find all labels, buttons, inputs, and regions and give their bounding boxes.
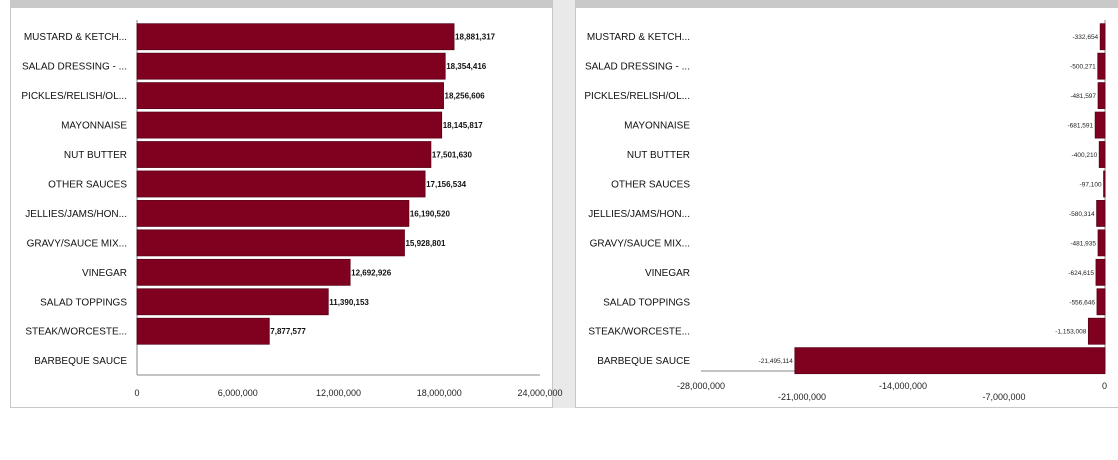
right-tick-label: 0 bbox=[1102, 381, 1107, 391]
left-bar bbox=[136, 258, 351, 286]
right-category-label: BARBEQUE SAUCE bbox=[597, 356, 690, 367]
left-tick-label: 24,000,000 bbox=[517, 388, 562, 398]
right-data-label: -400,210 bbox=[1072, 152, 1098, 159]
right-data-label: -500,271 bbox=[1070, 64, 1096, 71]
left-category-label: NUT BUTTER bbox=[64, 150, 127, 161]
left-bar bbox=[136, 141, 432, 168]
left-bar bbox=[136, 52, 446, 80]
panel-gutter bbox=[553, 0, 575, 408]
left-category-label: GRAVY/SAUCE MIX... bbox=[27, 238, 127, 249]
left-data-label: 17,501,630 bbox=[432, 151, 473, 160]
left-data-label: 12,692,926 bbox=[351, 268, 392, 277]
right-bar bbox=[1098, 141, 1106, 168]
left-bar bbox=[136, 317, 270, 345]
right-category-label: NUT BUTTER bbox=[627, 150, 690, 161]
right-data-label: -481,935 bbox=[1070, 240, 1096, 247]
right-bar bbox=[1097, 52, 1106, 80]
left-bar bbox=[136, 170, 426, 198]
left-data-label: 17,156,534 bbox=[426, 180, 467, 189]
right-category-label: MAYONNAISE bbox=[624, 121, 690, 132]
left-data-label: 18,145,817 bbox=[443, 121, 484, 130]
left-bar bbox=[136, 229, 405, 257]
right-bar bbox=[1103, 170, 1106, 198]
right-bar bbox=[1095, 258, 1106, 286]
right-category-label: JELLIES/JAMS/HON... bbox=[588, 209, 690, 220]
left-category-label: PICKLES/RELISH/OL... bbox=[21, 91, 127, 102]
right-tick-label: -14,000,000 bbox=[879, 381, 927, 391]
left-category-label: JELLIES/JAMS/HON... bbox=[25, 209, 127, 220]
left-panel-header bbox=[11, 1, 552, 8]
left-data-label: 11,390,153 bbox=[329, 298, 369, 307]
left-data-label: 16,190,520 bbox=[410, 209, 451, 218]
left-data-label: 18,881,317 bbox=[455, 33, 496, 42]
right-tick-label: -7,000,000 bbox=[982, 392, 1025, 402]
left-tick-label: 6,000,000 bbox=[218, 388, 258, 398]
right-bar bbox=[794, 347, 1106, 375]
right-category-label: OTHER SAUCES bbox=[611, 179, 690, 190]
left-tick-label: 0 bbox=[134, 388, 139, 398]
right-bar bbox=[1094, 111, 1106, 139]
left-category-label: VINEGAR bbox=[82, 268, 127, 279]
left-category-label: STEAK/WORCESTE... bbox=[25, 327, 127, 338]
right-chart-panel bbox=[575, 0, 1118, 408]
right-category-label: GRAVY/SAUCE MIX... bbox=[590, 238, 690, 249]
right-data-label: -97,100 bbox=[1080, 181, 1102, 188]
left-data-label: 18,354,416 bbox=[446, 62, 487, 71]
right-data-label: -624,615 bbox=[1068, 270, 1094, 277]
left-bar bbox=[136, 288, 329, 316]
left-category-label: SALAD DRESSING - ... bbox=[22, 62, 127, 73]
left-data-label: 15,928,801 bbox=[405, 239, 446, 248]
right-category-label: PICKLES/RELISH/OL... bbox=[584, 91, 690, 102]
left-category-label: MAYONNAISE bbox=[61, 121, 127, 132]
right-category-label: VINEGAR bbox=[645, 268, 690, 279]
right-data-label: -21,495,114 bbox=[759, 358, 794, 365]
left-bar bbox=[136, 23, 455, 51]
left-bar bbox=[136, 111, 443, 139]
right-bar bbox=[1097, 82, 1106, 110]
right-tick-label: -21,000,000 bbox=[778, 392, 826, 402]
left-data-label: 18,256,606 bbox=[445, 92, 486, 101]
right-category-label: SALAD TOPPINGS bbox=[603, 297, 690, 308]
right-bar bbox=[1096, 288, 1106, 316]
right-data-label: -556,646 bbox=[1069, 299, 1095, 306]
left-category-label: BARBEQUE SAUCE bbox=[34, 356, 127, 367]
right-data-label: -681,591 bbox=[1067, 123, 1093, 130]
right-bar bbox=[1097, 229, 1106, 257]
right-bar bbox=[1096, 200, 1106, 227]
left-tick-label: 12,000,000 bbox=[316, 388, 361, 398]
right-bar bbox=[1087, 317, 1106, 345]
right-data-label: -481,597 bbox=[1070, 93, 1096, 100]
right-category-label: SALAD DRESSING - ... bbox=[585, 62, 690, 73]
left-category-label: OTHER SAUCES bbox=[48, 179, 127, 190]
right-data-label: -332,654 bbox=[1073, 34, 1099, 41]
right-category-label: MUSTARD & KETCH... bbox=[587, 32, 690, 43]
right-data-label: -1,153,008 bbox=[1055, 329, 1086, 336]
left-bar bbox=[136, 82, 444, 110]
right-data-label: -580,314 bbox=[1069, 211, 1095, 218]
left-tick-label: 18,000,000 bbox=[417, 388, 462, 398]
left-data-label: 7,877,577 bbox=[270, 327, 306, 336]
right-tick-label: -28,000,000 bbox=[677, 381, 725, 391]
left-bar bbox=[136, 200, 410, 227]
left-category-label: MUSTARD & KETCH... bbox=[24, 32, 127, 43]
left-category-label: SALAD TOPPINGS bbox=[40, 297, 127, 308]
right-bar bbox=[1099, 23, 1106, 51]
right-category-label: STEAK/WORCESTE... bbox=[588, 327, 690, 338]
right-panel-header bbox=[576, 1, 1118, 8]
